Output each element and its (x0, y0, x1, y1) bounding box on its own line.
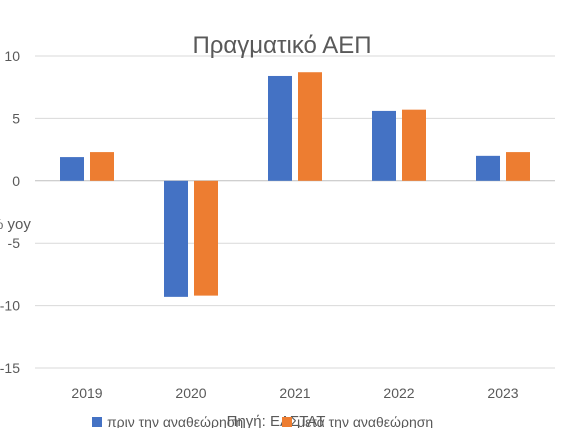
bar-2020-after (194, 180, 218, 296)
x-axis-ticks: 2019 2020 2021 2022 2023 (71, 385, 518, 401)
source-note: Πηγή: ΕΛΣΤΑΤ (227, 413, 326, 428)
bar-2021-after (298, 72, 322, 181)
legend: πριν την αναθεώρηση μετά την αναθεώρηση (92, 414, 433, 428)
chart-title: Πραγματικό ΑΕΠ (192, 32, 371, 59)
y-tick-label: 5 (12, 110, 20, 126)
bar-2019-before (60, 157, 84, 181)
x-tick-label: 2023 (487, 385, 518, 401)
legend-swatch-after (282, 417, 292, 427)
bar-2020-before (164, 180, 188, 297)
y-axis-ticks: -15 -10 -5 0 5 10 (0, 48, 20, 376)
y-tick-label: -5 (8, 235, 21, 251)
bars (60, 72, 530, 297)
y-tick-label: 10 (4, 48, 20, 64)
x-tick-label: 2020 (175, 385, 206, 401)
legend-label-before: πριν την αναθεώρηση (107, 414, 243, 428)
bar-2023-after (506, 152, 530, 181)
bar-2023-before (476, 155, 500, 181)
y-tick-label: 0 (12, 173, 20, 189)
y-axis-title: % yoy (0, 216, 31, 233)
bar-2022-before (372, 110, 396, 181)
bar-2021-before (268, 75, 292, 181)
x-tick-label: 2019 (71, 385, 102, 401)
x-tick-label: 2021 (279, 385, 310, 401)
bar-2019-after (90, 152, 114, 181)
legend-swatch-before (92, 417, 102, 427)
gridlines (35, 55, 555, 369)
y-tick-label: -15 (0, 360, 20, 376)
legend-label-after: μετά την αναθεώρηση (297, 414, 433, 428)
y-tick-label: -10 (0, 298, 20, 314)
bar-2022-after (402, 109, 426, 181)
x-tick-label: 2022 (383, 385, 414, 401)
